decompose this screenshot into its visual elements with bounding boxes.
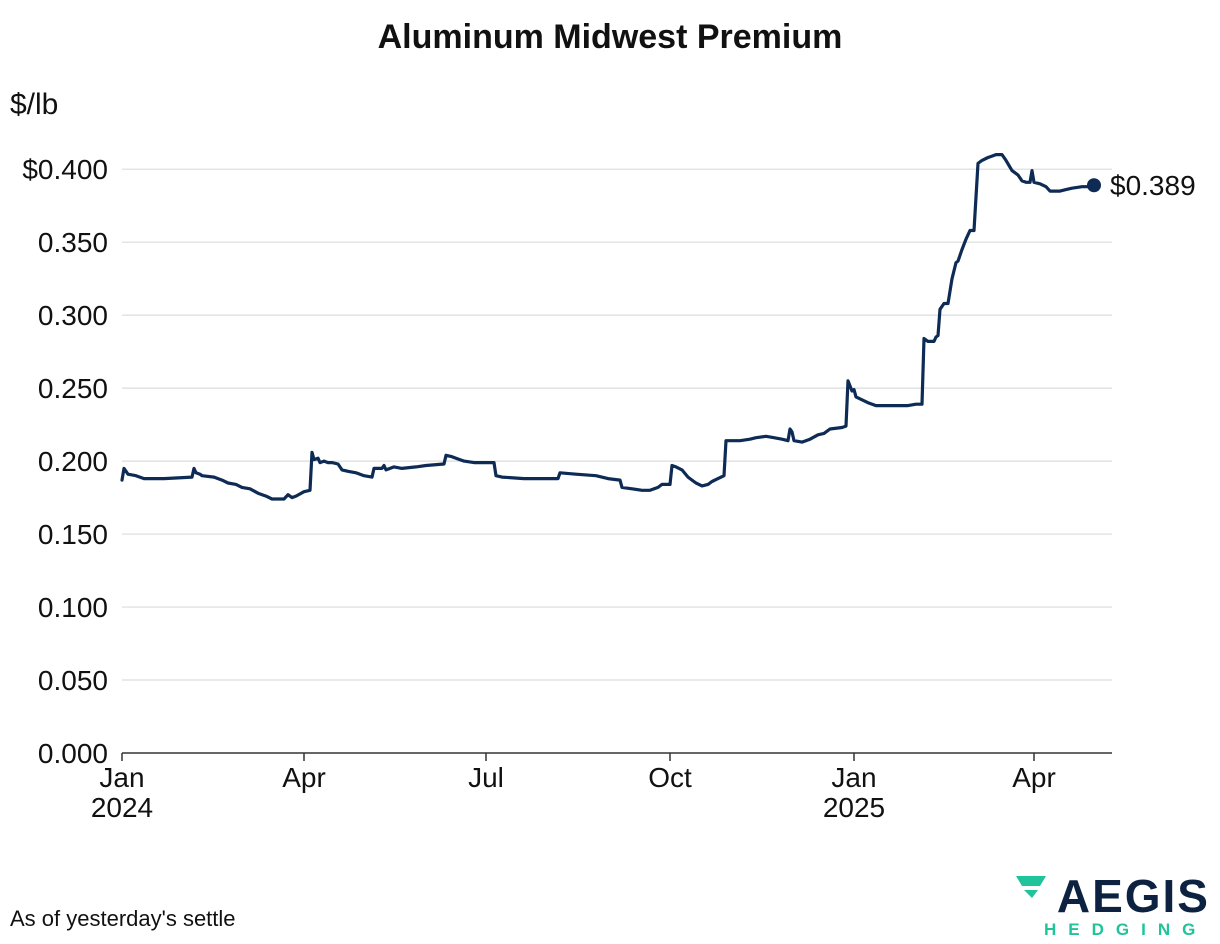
x-tick-label: Jul	[468, 762, 504, 793]
y-axis-label: $/lb	[10, 88, 58, 121]
x-tick-label: Jan	[831, 762, 876, 793]
x-tick-year-label: 2024	[91, 792, 153, 823]
series-line	[120, 153, 1096, 501]
x-tick-label: Oct	[648, 762, 692, 793]
y-tick-label: 0.000	[38, 738, 108, 769]
gridlines	[122, 168, 1112, 681]
x-tick-label: Apr	[1012, 762, 1056, 793]
x-tick-year-label: 2025	[823, 792, 885, 823]
y-tick-label: 0.200	[38, 446, 108, 477]
y-tick-label: 0.150	[38, 519, 108, 550]
footnote: As of yesterday's settle	[10, 906, 236, 931]
y-tick-label: 0.350	[38, 227, 108, 258]
logo-subtitle: HEDGING	[1044, 920, 1207, 939]
aegis-logo: AEGIS HEDGING	[1016, 870, 1210, 939]
logo-wordmark: AEGIS	[1057, 870, 1210, 922]
y-tick-label: 0.300	[38, 300, 108, 331]
end-point-marker	[1087, 178, 1101, 193]
y-tick-label: 0.250	[38, 373, 108, 404]
end-value-label: $0.389	[1110, 170, 1196, 201]
logo-accent-mark	[1016, 876, 1046, 886]
x-tick-label: Jan	[99, 762, 144, 793]
y-tick-label: 0.050	[38, 665, 108, 696]
y-tick-label: 0.100	[38, 592, 108, 623]
y-tick-labels: 0.000 0.050 0.100 0.150 0.200 0.250 0.300 0.350…	[22, 154, 108, 769]
x-tick-label: Apr	[282, 762, 326, 793]
y-tick-label: $0.400	[22, 154, 108, 185]
logo-accent-mark-lower	[1024, 890, 1038, 898]
chart-title: Aluminum Midwest Premium	[378, 18, 843, 56]
